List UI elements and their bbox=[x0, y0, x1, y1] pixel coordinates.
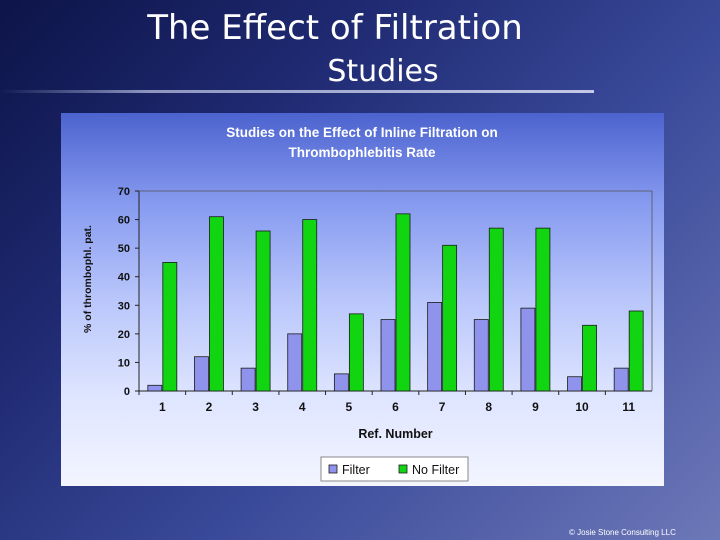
y-tick-label: 10 bbox=[118, 357, 130, 369]
bar-filter bbox=[427, 302, 443, 392]
legend-box bbox=[320, 456, 469, 482]
bar-filter bbox=[520, 307, 536, 392]
bar-filter bbox=[567, 376, 582, 392]
bar-filter bbox=[240, 367, 256, 392]
bar-filter bbox=[194, 356, 209, 392]
y-tick-label: 20 bbox=[118, 329, 130, 341]
bar-no-filter bbox=[395, 213, 411, 392]
legend-swatch bbox=[328, 464, 338, 474]
bar-filter bbox=[613, 367, 629, 392]
x-tick-label: 3 bbox=[252, 400, 259, 414]
x-tick-label: 9 bbox=[532, 400, 539, 414]
x-tick-label: 2 bbox=[206, 400, 213, 414]
y-axis-label: % of thrombophl. pat. bbox=[82, 225, 94, 333]
bar-chart: Studies on the Effect of Inline Filtrati… bbox=[82, 125, 653, 482]
slide-subtitle: Studies bbox=[327, 54, 439, 89]
bar-no-filter bbox=[209, 216, 224, 392]
bar-no-filter bbox=[628, 310, 644, 392]
y-tick-label: 0 bbox=[124, 386, 130, 398]
chart-container: Studies on the Effect of Inline Filtrati… bbox=[61, 113, 664, 486]
y-tick-label: 30 bbox=[118, 300, 130, 312]
y-tick-label: 50 bbox=[118, 243, 130, 255]
bar-no-filter bbox=[162, 262, 178, 392]
bar-no-filter bbox=[348, 313, 364, 392]
x-tick-label: 7 bbox=[439, 400, 446, 414]
bar-no-filter bbox=[255, 230, 271, 392]
y-tick-label: 40 bbox=[118, 272, 130, 284]
chart-title-line: Thrombophlebitis Rate bbox=[288, 145, 435, 160]
bar-no-filter bbox=[488, 227, 504, 392]
bar-no-filter bbox=[302, 219, 318, 392]
y-tick-label: 60 bbox=[118, 215, 130, 227]
y-tick-label: 70 bbox=[118, 186, 130, 198]
x-tick-label: 6 bbox=[392, 400, 399, 414]
bar-no-filter bbox=[442, 244, 458, 392]
bar-no-filter bbox=[535, 227, 551, 392]
copyright-footer: © Josie Stone Consulting LLC bbox=[569, 528, 676, 537]
x-tick-label: 4 bbox=[299, 400, 306, 414]
bar-no-filter bbox=[582, 324, 597, 392]
legend-label: Filter bbox=[342, 463, 370, 477]
x-tick-label: 8 bbox=[485, 400, 492, 414]
bar-filter bbox=[147, 384, 163, 392]
bar-filter bbox=[473, 319, 489, 392]
x-tick-label: 1 bbox=[159, 400, 166, 414]
x-tick-label: 5 bbox=[346, 400, 353, 414]
bar-filter bbox=[333, 373, 349, 392]
legend-label: No Filter bbox=[412, 463, 459, 477]
slide-title: The Effect of Filtration bbox=[147, 8, 523, 48]
legend-swatch bbox=[398, 464, 408, 474]
title-divider bbox=[0, 90, 594, 93]
chart-title-line: Studies on the Effect of Inline Filtrati… bbox=[226, 125, 498, 140]
x-tick-label: 10 bbox=[575, 400, 589, 414]
bar-filter bbox=[380, 319, 396, 392]
x-axis-label: Ref. Number bbox=[358, 427, 432, 441]
bar-filter bbox=[287, 333, 303, 392]
x-tick-label: 11 bbox=[622, 400, 635, 414]
